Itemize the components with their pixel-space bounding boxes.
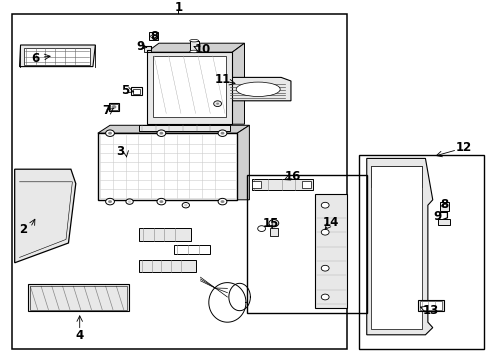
Text: 3: 3 xyxy=(116,145,123,158)
Circle shape xyxy=(157,130,165,136)
Bar xyxy=(251,181,260,188)
Ellipse shape xyxy=(189,40,198,42)
Polygon shape xyxy=(98,125,249,133)
Text: 8: 8 xyxy=(150,30,158,43)
Bar xyxy=(439,202,448,211)
Bar xyxy=(152,56,226,117)
Bar xyxy=(28,284,128,311)
Polygon shape xyxy=(20,45,95,67)
Circle shape xyxy=(159,200,163,203)
Ellipse shape xyxy=(111,105,116,109)
Polygon shape xyxy=(370,166,421,187)
Bar xyxy=(24,48,90,65)
Bar xyxy=(139,228,190,241)
Text: 7: 7 xyxy=(102,104,110,117)
Bar xyxy=(315,194,346,308)
Bar xyxy=(246,175,366,313)
Circle shape xyxy=(220,132,224,135)
Text: 6: 6 xyxy=(32,52,40,65)
Bar xyxy=(269,228,277,236)
Bar xyxy=(173,245,210,254)
Text: 8: 8 xyxy=(439,198,447,211)
Circle shape xyxy=(105,198,114,205)
Text: 5: 5 xyxy=(122,84,129,96)
Text: 13: 13 xyxy=(422,304,439,317)
Ellipse shape xyxy=(183,204,187,206)
Circle shape xyxy=(218,130,226,136)
Ellipse shape xyxy=(441,204,447,207)
Bar xyxy=(132,89,140,94)
Bar xyxy=(12,14,346,349)
Circle shape xyxy=(268,220,278,227)
Bar xyxy=(146,52,232,124)
Bar xyxy=(110,104,118,110)
Circle shape xyxy=(108,132,112,135)
Text: 9: 9 xyxy=(433,210,441,223)
Ellipse shape xyxy=(127,200,131,203)
Bar xyxy=(417,300,443,311)
Bar xyxy=(251,179,312,190)
Text: 16: 16 xyxy=(284,170,300,183)
Circle shape xyxy=(108,200,112,203)
Circle shape xyxy=(105,130,114,136)
Bar xyxy=(98,133,237,200)
Polygon shape xyxy=(232,43,244,124)
Circle shape xyxy=(157,198,165,205)
Text: 9: 9 xyxy=(136,40,144,53)
Circle shape xyxy=(220,200,224,203)
Text: 12: 12 xyxy=(454,141,471,154)
Bar xyxy=(149,32,158,40)
Ellipse shape xyxy=(150,35,156,38)
Circle shape xyxy=(213,101,221,107)
Polygon shape xyxy=(146,43,244,52)
Text: 2: 2 xyxy=(20,223,27,236)
Bar xyxy=(359,155,483,349)
Ellipse shape xyxy=(189,50,198,53)
Bar xyxy=(419,301,441,310)
Circle shape xyxy=(271,221,276,225)
Bar xyxy=(30,286,126,310)
Bar xyxy=(131,87,142,95)
Bar xyxy=(139,125,229,131)
Circle shape xyxy=(321,294,328,300)
Polygon shape xyxy=(366,158,432,335)
Text: 14: 14 xyxy=(322,216,338,229)
Circle shape xyxy=(321,229,328,235)
Polygon shape xyxy=(224,77,290,101)
Text: 15: 15 xyxy=(262,217,278,230)
Circle shape xyxy=(218,198,226,205)
Ellipse shape xyxy=(236,82,280,96)
Bar xyxy=(370,166,421,329)
Circle shape xyxy=(257,226,265,231)
Circle shape xyxy=(321,202,328,208)
Ellipse shape xyxy=(125,199,133,204)
Text: 1: 1 xyxy=(174,1,182,14)
Text: 4: 4 xyxy=(76,329,83,342)
Bar xyxy=(144,46,150,52)
Bar xyxy=(437,219,449,225)
Polygon shape xyxy=(15,169,76,263)
Bar xyxy=(139,260,195,272)
Polygon shape xyxy=(237,125,249,200)
Circle shape xyxy=(216,103,219,105)
Circle shape xyxy=(159,132,163,135)
Text: 10: 10 xyxy=(194,43,211,56)
Bar xyxy=(108,103,119,111)
Bar xyxy=(189,41,198,52)
Ellipse shape xyxy=(182,202,189,208)
Bar xyxy=(302,181,310,188)
Circle shape xyxy=(321,265,328,271)
Text: 11: 11 xyxy=(214,73,230,86)
